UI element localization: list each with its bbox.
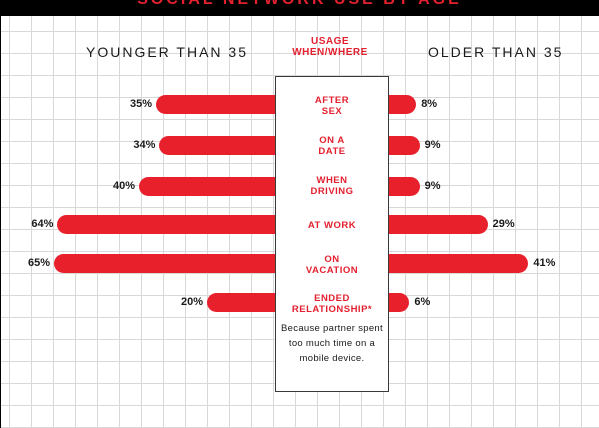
category-label-0-line-0: AFTER: [314, 95, 350, 106]
value-label-younger-3: 64%: [31, 217, 54, 230]
category-label-3: AT WORK: [275, 220, 389, 231]
bar-younger-2: [139, 176, 275, 196]
bar-older-3: [389, 214, 488, 234]
category-label-5-line-0: ENDED: [314, 293, 350, 304]
bar-older-5: [389, 292, 410, 312]
category-label-2-line-1: DRIVING: [310, 186, 354, 197]
category-label-2: WHEN DRIVING: [275, 175, 389, 197]
category-label-3-line-0: AT WORK: [307, 219, 357, 231]
value-label-younger-2: 40%: [112, 179, 135, 192]
value-label-younger-5: 20%: [180, 295, 203, 308]
bar-younger-0: [156, 94, 275, 114]
value-label-older-2: 9%: [424, 179, 441, 192]
value-label-older-0: 8%: [421, 97, 438, 110]
category-label-0-line-1: SEX: [321, 106, 343, 117]
bar-older-1: [389, 135, 420, 155]
bar-younger-4: [54, 253, 275, 273]
category-label-5: ENDED RELATIONSHIP*: [275, 293, 389, 315]
value-label-older-3: 29%: [492, 217, 515, 230]
bar-older-2: [389, 176, 420, 196]
title-bar: SOCIAL NETWORK USE BY AGE: [0, 0, 599, 16]
category-label-0: AFTER SEX: [275, 95, 389, 117]
category-label-1-line-0: ON A: [319, 135, 345, 146]
bar-older-4: [389, 253, 529, 273]
bar-younger-3: [57, 214, 275, 234]
category-label-1-line-1: DATE: [318, 146, 346, 157]
bar-older-0: [389, 94, 417, 114]
value-label-older-5: 6%: [414, 295, 431, 308]
category-label-4-line-1: VACATION: [305, 265, 359, 276]
value-label-older-4: 41%: [533, 256, 556, 269]
category-label-2-line-0: WHEN: [316, 175, 348, 186]
value-label-younger-4: 65%: [27, 256, 50, 269]
category-label-4-line-0: ON: [324, 254, 340, 265]
chart-title: SOCIAL NETWORK USE BY AGE: [0, 0, 599, 9]
value-label-younger-1: 34%: [133, 138, 156, 151]
category-label-5-line-1: RELATIONSHIP*: [291, 304, 373, 315]
older-column-header: OLDER THAN 35: [428, 44, 564, 60]
value-label-younger-0: 35%: [129, 97, 152, 110]
usage-header-line-2: WHEN/WHERE: [292, 47, 368, 58]
category-label-1: ON A DATE: [275, 135, 389, 157]
value-label-older-1: 9%: [424, 138, 441, 151]
usage-header-line-1: USAGE: [310, 36, 350, 47]
bar-younger-1: [159, 135, 275, 155]
category-panel: [275, 76, 389, 392]
younger-column-header: YOUNGER THAN 35: [86, 44, 248, 60]
left-border: [0, 16, 1, 428]
category-label-4: ON VACATION: [275, 254, 389, 276]
bar-younger-5: [207, 292, 275, 312]
usage-column-header: USAGE WHEN/WHERE: [270, 36, 390, 58]
footnote: Because partner spent too much time on a…: [281, 323, 383, 364]
